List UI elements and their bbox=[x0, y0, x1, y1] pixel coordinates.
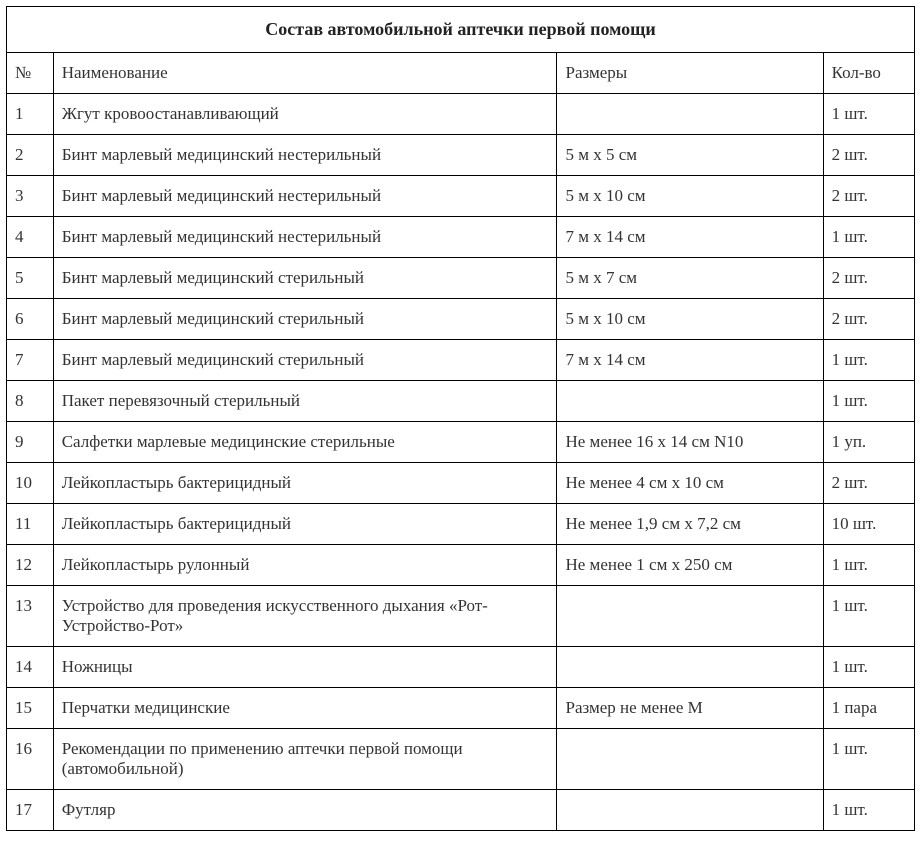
cell-num: 17 bbox=[7, 790, 54, 831]
cell-name: Перчатки медицинские bbox=[53, 688, 557, 729]
table-row: 17 Футляр 1 шт. bbox=[7, 790, 915, 831]
cell-qty: 1 шт. bbox=[823, 790, 914, 831]
cell-size: Не менее 1 см x 250 см bbox=[557, 545, 823, 586]
cell-num: 5 bbox=[7, 258, 54, 299]
cell-name: Жгут кровоостанавливающий bbox=[53, 94, 557, 135]
cell-qty: 1 шт. bbox=[823, 381, 914, 422]
cell-name: Бинт марлевый медицинский нестерильный bbox=[53, 176, 557, 217]
cell-size: 7 м x 14 см bbox=[557, 340, 823, 381]
table-row: 8 Пакет перевязочный стерильный 1 шт. bbox=[7, 381, 915, 422]
cell-qty: 1 шт. bbox=[823, 647, 914, 688]
cell-qty: 2 шт. bbox=[823, 176, 914, 217]
cell-size: 5 м x 10 см bbox=[557, 299, 823, 340]
table-row: 9 Салфетки марлевые медицинские стерильн… bbox=[7, 422, 915, 463]
cell-qty: 1 шт. bbox=[823, 94, 914, 135]
cell-qty: 10 шт. bbox=[823, 504, 914, 545]
table-row: 2 Бинт марлевый медицинский нестерильный… bbox=[7, 135, 915, 176]
cell-size: 5 м x 5 см bbox=[557, 135, 823, 176]
cell-num: 14 bbox=[7, 647, 54, 688]
cell-num: 10 bbox=[7, 463, 54, 504]
cell-num: 11 bbox=[7, 504, 54, 545]
cell-size: 5 м x 7 см bbox=[557, 258, 823, 299]
cell-num: 6 bbox=[7, 299, 54, 340]
table-row: 15 Перчатки медицинские Размер не менее … bbox=[7, 688, 915, 729]
cell-size: Не менее 16 x 14 см N10 bbox=[557, 422, 823, 463]
cell-qty: 1 шт. bbox=[823, 217, 914, 258]
cell-qty: 1 пара bbox=[823, 688, 914, 729]
cell-size: 7 м x 14 см bbox=[557, 217, 823, 258]
cell-name: Лейкопластырь рулонный bbox=[53, 545, 557, 586]
cell-num: 8 bbox=[7, 381, 54, 422]
first-aid-kit-table: Состав автомобильной аптечки первой помо… bbox=[6, 6, 915, 831]
header-name: Наименование bbox=[53, 53, 557, 94]
title-row: Состав автомобильной аптечки первой помо… bbox=[7, 7, 915, 53]
cell-num: 1 bbox=[7, 94, 54, 135]
cell-size bbox=[557, 729, 823, 790]
cell-num: 16 bbox=[7, 729, 54, 790]
table-row: 12 Лейкопластырь рулонный Не менее 1 см … bbox=[7, 545, 915, 586]
cell-qty: 1 шт. bbox=[823, 729, 914, 790]
cell-name: Футляр bbox=[53, 790, 557, 831]
table-row: 13 Устройство для проведения искусственн… bbox=[7, 586, 915, 647]
cell-name: Лейкопластырь бактерицидный bbox=[53, 463, 557, 504]
cell-num: 3 bbox=[7, 176, 54, 217]
cell-num: 4 bbox=[7, 217, 54, 258]
cell-qty: 2 шт. bbox=[823, 463, 914, 504]
cell-qty: 1 шт. bbox=[823, 545, 914, 586]
cell-size: Размер не менее М bbox=[557, 688, 823, 729]
table-row: 16 Рекомендации по применению аптечки пе… bbox=[7, 729, 915, 790]
cell-num: 15 bbox=[7, 688, 54, 729]
cell-name: Бинт марлевый медицинский стерильный bbox=[53, 258, 557, 299]
cell-num: 12 bbox=[7, 545, 54, 586]
cell-size: 5 м x 10 см bbox=[557, 176, 823, 217]
cell-size: Не менее 1,9 см x 7,2 см bbox=[557, 504, 823, 545]
cell-qty: 2 шт. bbox=[823, 135, 914, 176]
cell-size bbox=[557, 94, 823, 135]
table-row: 14 Ножницы 1 шт. bbox=[7, 647, 915, 688]
table-row: 11 Лейкопластырь бактерицидный Не менее … bbox=[7, 504, 915, 545]
cell-size bbox=[557, 647, 823, 688]
cell-num: 7 bbox=[7, 340, 54, 381]
table-row: 6 Бинт марлевый медицинский стерильный 5… bbox=[7, 299, 915, 340]
header-size: Размеры bbox=[557, 53, 823, 94]
header-num: № bbox=[7, 53, 54, 94]
table-row: 5 Бинт марлевый медицинский стерильный 5… bbox=[7, 258, 915, 299]
cell-qty: 1 шт. bbox=[823, 586, 914, 647]
cell-num: 13 bbox=[7, 586, 54, 647]
header-row: № Наименование Размеры Кол-во bbox=[7, 53, 915, 94]
table-row: 7 Бинт марлевый медицинский стерильный 7… bbox=[7, 340, 915, 381]
cell-qty: 1 уп. bbox=[823, 422, 914, 463]
cell-size bbox=[557, 586, 823, 647]
cell-name: Рекомендации по применению аптечки перво… bbox=[53, 729, 557, 790]
cell-name: Пакет перевязочный стерильный bbox=[53, 381, 557, 422]
cell-name: Устройство для проведения искусственного… bbox=[53, 586, 557, 647]
header-qty: Кол-во bbox=[823, 53, 914, 94]
table-row: 10 Лейкопластырь бактерицидный Не менее … bbox=[7, 463, 915, 504]
table-row: 1 Жгут кровоостанавливающий 1 шт. bbox=[7, 94, 915, 135]
cell-name: Бинт марлевый медицинский стерильный bbox=[53, 340, 557, 381]
cell-name: Бинт марлевый медицинский нестерильный bbox=[53, 217, 557, 258]
table-body: Состав автомобильной аптечки первой помо… bbox=[7, 7, 915, 831]
table-title: Состав автомобильной аптечки первой помо… bbox=[7, 7, 915, 53]
cell-qty: 2 шт. bbox=[823, 258, 914, 299]
cell-name: Ножницы bbox=[53, 647, 557, 688]
cell-name: Салфетки марлевые медицинские стерильные bbox=[53, 422, 557, 463]
table-row: 3 Бинт марлевый медицинский нестерильный… bbox=[7, 176, 915, 217]
cell-name: Бинт марлевый медицинский нестерильный bbox=[53, 135, 557, 176]
cell-qty: 1 шт. bbox=[823, 340, 914, 381]
cell-num: 9 bbox=[7, 422, 54, 463]
cell-name: Бинт марлевый медицинский стерильный bbox=[53, 299, 557, 340]
cell-num: 2 bbox=[7, 135, 54, 176]
cell-qty: 2 шт. bbox=[823, 299, 914, 340]
cell-size bbox=[557, 381, 823, 422]
cell-size bbox=[557, 790, 823, 831]
cell-size: Не менее 4 см x 10 см bbox=[557, 463, 823, 504]
table-row: 4 Бинт марлевый медицинский нестерильный… bbox=[7, 217, 915, 258]
cell-name: Лейкопластырь бактерицидный bbox=[53, 504, 557, 545]
